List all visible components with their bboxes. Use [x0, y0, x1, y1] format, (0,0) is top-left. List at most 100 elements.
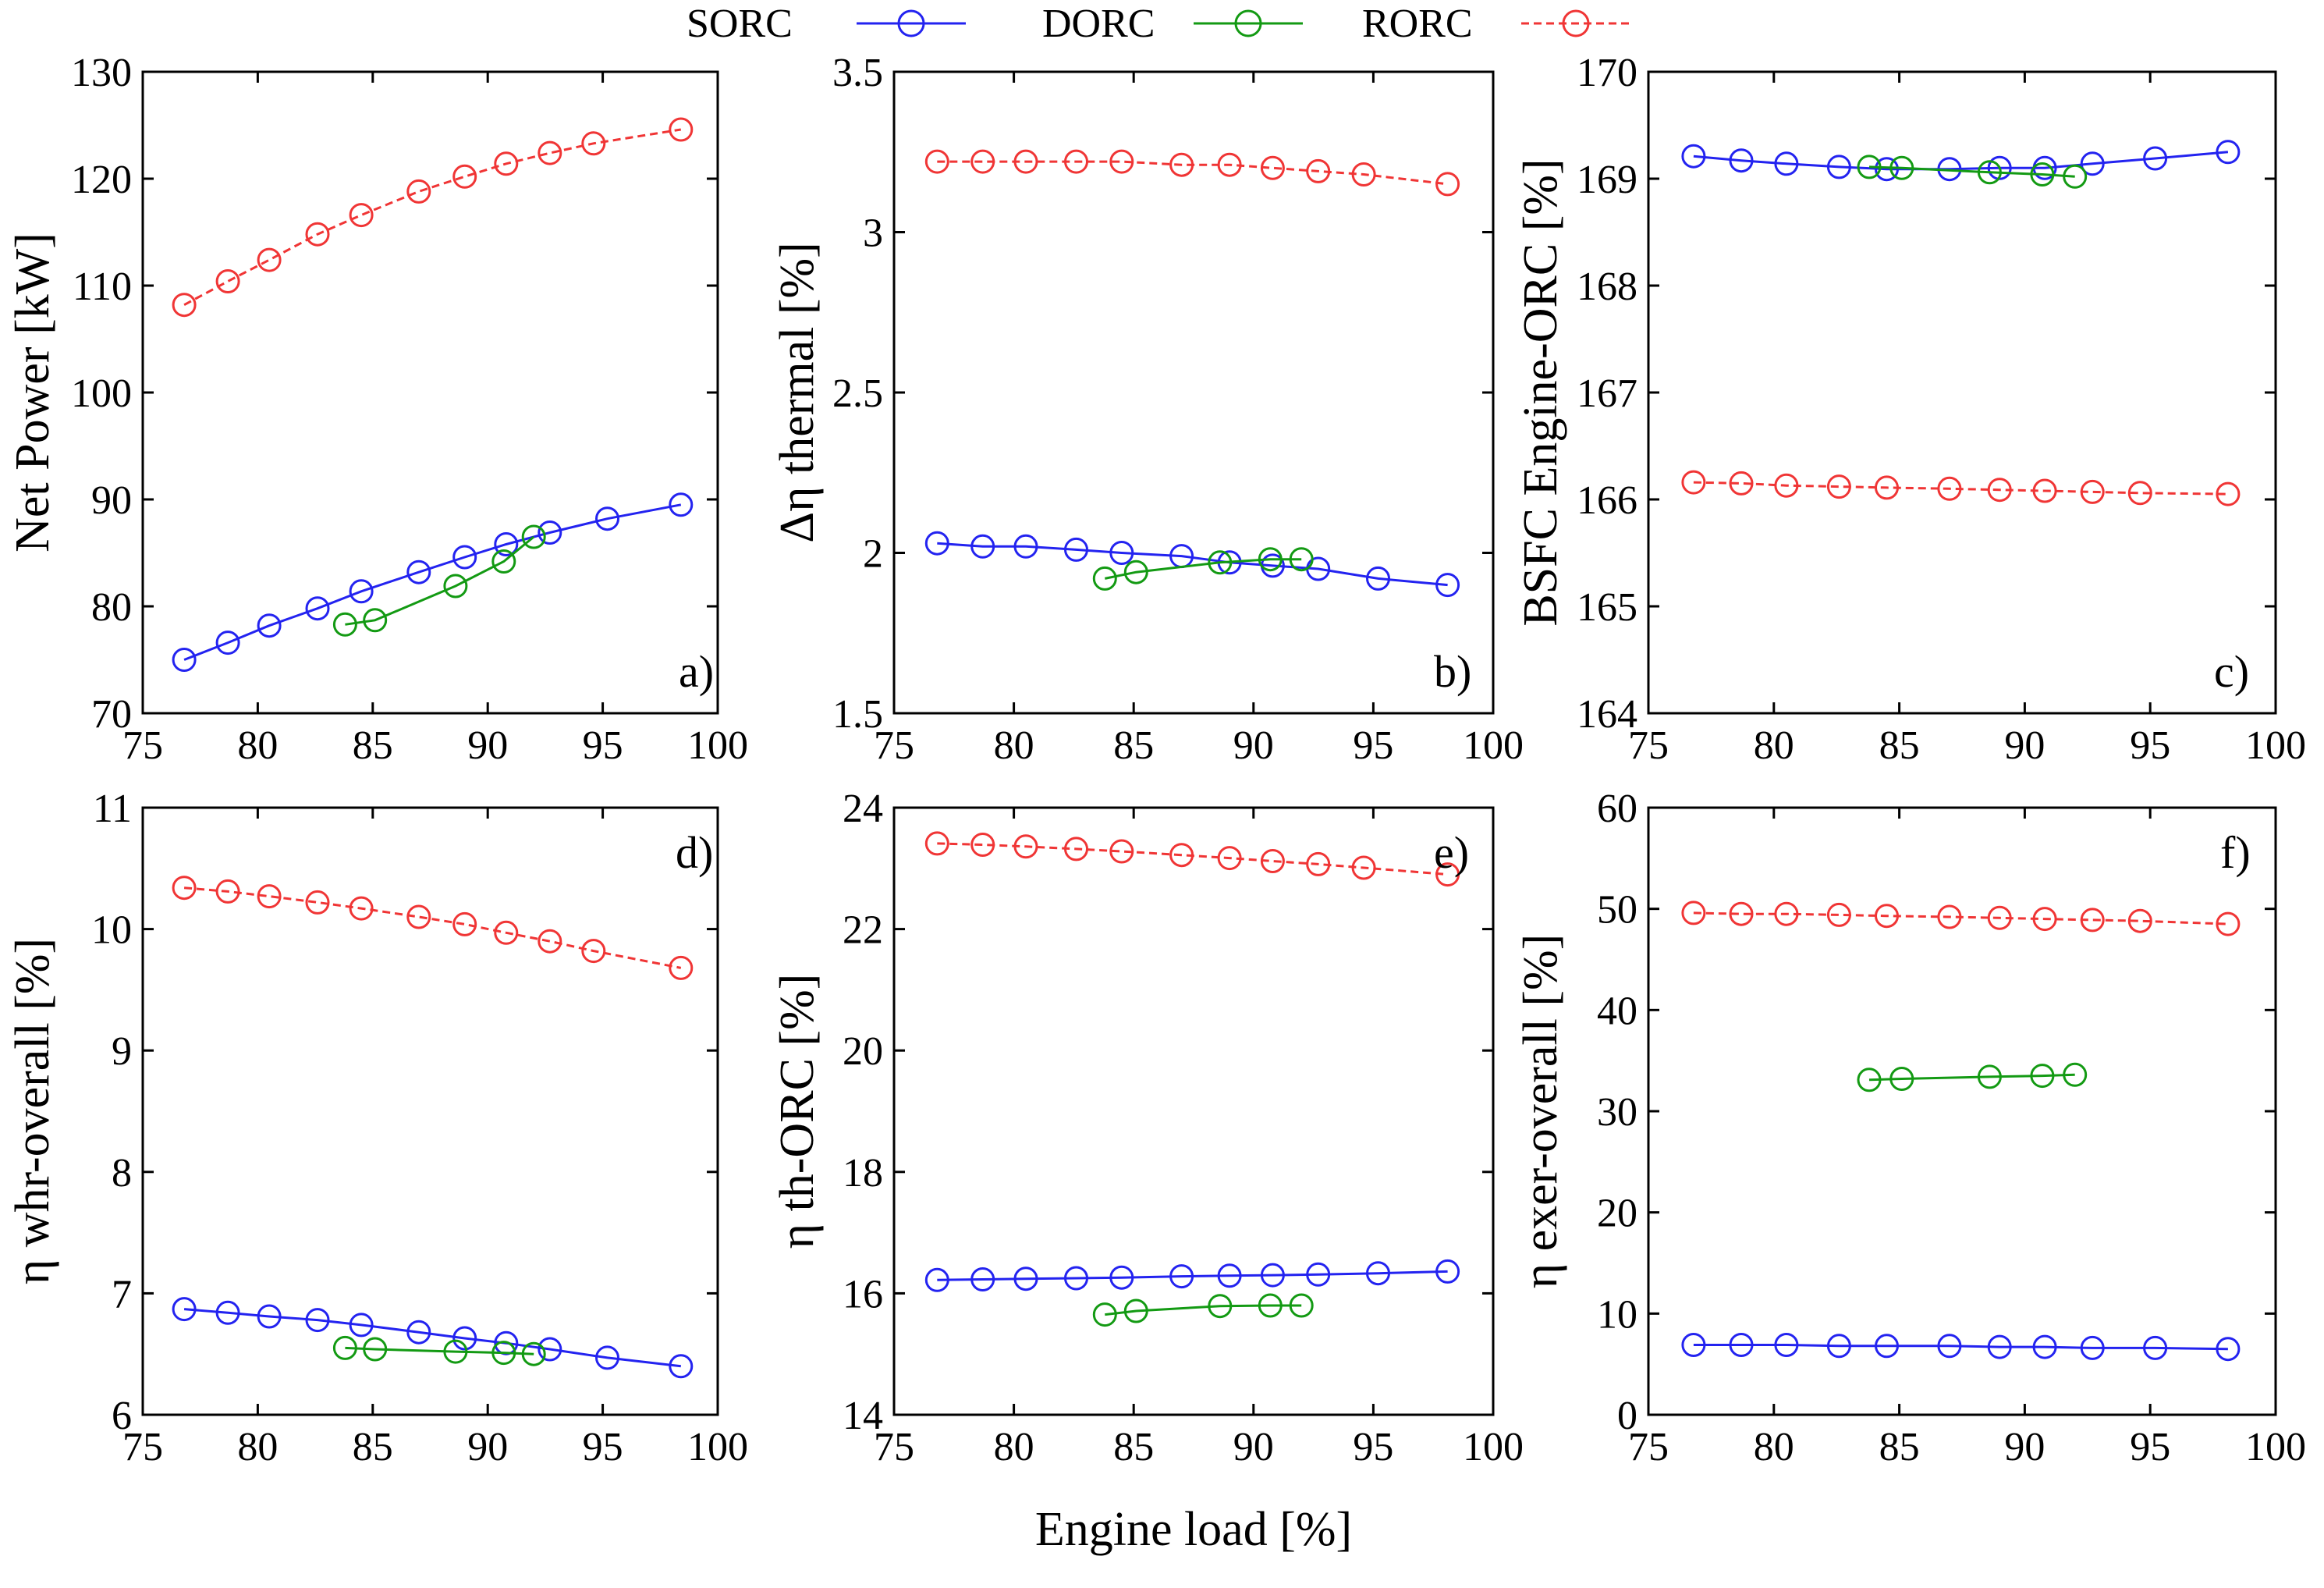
data-point-sorc [406, 1320, 431, 1345]
y-tick-label: 120 [71, 158, 132, 202]
data-point-rorc [1729, 471, 1754, 496]
data-point-rorc [1217, 152, 1242, 177]
x-tick-label: 95 [1353, 723, 1393, 768]
panel-label-d: d) [676, 827, 713, 878]
data-point-dorc [443, 574, 468, 599]
series-line-rorc [183, 128, 682, 307]
panel-d: 75 80 85 90 95 100 6 7 8 9 10 11 η whr-overall [%]… [6, 787, 748, 1469]
data-point-sorc [172, 1297, 197, 1322]
series-group-b [924, 149, 1460, 598]
series-line-dorc [1868, 1073, 2075, 1082]
data-point-rorc [2032, 907, 2057, 932]
y-tick-label: 70 [91, 692, 132, 737]
data-point-rorc [215, 269, 240, 293]
data-point-rorc [1064, 837, 1088, 861]
data-point-rorc [1774, 901, 1799, 926]
data-point-sorc [2032, 1334, 2057, 1359]
data-point-sorc [669, 492, 694, 517]
data-point-sorc [1774, 151, 1799, 176]
data-point-rorc [1875, 475, 1899, 500]
data-point-sorc [215, 631, 240, 655]
plot-frame-d [141, 806, 719, 1416]
data-point-rorc [305, 222, 330, 247]
data-point-rorc [970, 149, 995, 174]
data-point-rorc [581, 939, 606, 964]
y-tick-label: 11 [93, 787, 132, 831]
x-tick-label: 80 [1754, 723, 1794, 768]
x-ticks-d: 75 80 85 90 95 100 [122, 808, 748, 1469]
x-tick-label: 75 [874, 1425, 914, 1469]
panel-c: 75 80 85 90 95 100 164 165 166 167 168 169 170 BSFC… [1514, 51, 2306, 768]
data-point-dorc [1289, 547, 1314, 572]
y-axis-label-f: η exer-overall [%] [1514, 934, 1567, 1289]
data-point-dorc [2030, 162, 2055, 187]
data-point-dorc [1123, 1298, 1148, 1323]
data-point-rorc [2216, 911, 2241, 936]
data-point-dorc [1123, 560, 1148, 584]
data-point-rorc [172, 876, 197, 901]
y-tick-label: 1.5 [832, 692, 883, 737]
data-point-sorc [1109, 1265, 1134, 1290]
legend-marker-sorc [897, 9, 925, 37]
series-line-rorc [1693, 481, 2228, 496]
data-point-sorc [215, 1300, 240, 1325]
x-tick-label: 100 [1463, 723, 1524, 768]
y-tick-label: 2 [863, 532, 883, 577]
data-point-rorc [1987, 905, 2012, 930]
data-point-dorc [332, 1335, 357, 1360]
y-axis-label-b: Δη thermal [%] [771, 242, 824, 543]
data-point-dorc [521, 1341, 546, 1366]
data-point-rorc [1987, 478, 2012, 503]
series-group-c [1681, 140, 2241, 506]
data-point-sorc [172, 648, 197, 672]
y-tick-label: 10 [1597, 1292, 1637, 1337]
data-point-rorc [538, 140, 562, 165]
x-tick-label: 90 [467, 1425, 508, 1469]
data-point-rorc [349, 203, 374, 228]
series-line-sorc [1693, 151, 2229, 171]
y-tick-label: 50 [1597, 888, 1637, 933]
panel-label-c: c) [2214, 646, 2249, 697]
x-tick-label: 90 [1233, 1425, 1274, 1469]
data-point-sorc [305, 596, 330, 621]
plot-frame-a [141, 70, 719, 715]
x-tick-label: 85 [353, 723, 393, 768]
x-tick-label: 100 [1463, 1425, 1524, 1469]
y-tick-label: 9 [112, 1029, 132, 1074]
y-tick-label: 110 [73, 265, 132, 309]
data-point-rorc [669, 955, 694, 980]
x-tick-label: 100 [2245, 723, 2306, 768]
x-tick-label: 80 [994, 723, 1034, 768]
data-point-dorc [1857, 155, 1882, 179]
x-ticks-f: 75 80 85 90 95 100 [1628, 808, 2306, 1469]
data-point-rorc [2032, 478, 2057, 503]
x-axis-label: Engine load [%] [1035, 1503, 1352, 1556]
data-point-sorc [257, 613, 282, 638]
y-tick-label: 20 [1597, 1192, 1637, 1236]
data-point-dorc [2063, 164, 2088, 189]
series-line-dorc [345, 1346, 534, 1355]
plot-frame-e [892, 806, 1495, 1416]
data-point-rorc [494, 920, 519, 945]
data-point-rorc [581, 131, 606, 156]
x-ticks-e: 75 80 85 90 95 100 [874, 808, 1524, 1469]
data-point-dorc [2063, 1062, 2088, 1087]
y-tick-label: 90 [91, 478, 132, 523]
data-point-dorc [1857, 1068, 1882, 1092]
y-axis-label-e: η th-ORC [%] [771, 974, 824, 1249]
panel-label-e: e) [1434, 827, 1469, 878]
data-point-rorc [452, 911, 477, 936]
series-line-dorc [1105, 1304, 1302, 1316]
y-tick-label: 165 [1577, 585, 1637, 630]
legend: SORC DORC RORC [687, 2, 1630, 46]
series-line-rorc [937, 842, 1448, 876]
legend-marker-rorc [1562, 9, 1590, 37]
y-tick-label: 2.5 [832, 371, 883, 416]
data-point-rorc [1217, 846, 1242, 871]
data-point-sorc [1681, 1333, 1706, 1357]
data-point-rorc [1109, 149, 1134, 174]
data-point-sorc [1064, 537, 1088, 562]
data-point-sorc [924, 1267, 949, 1292]
data-point-dorc [1092, 566, 1117, 591]
